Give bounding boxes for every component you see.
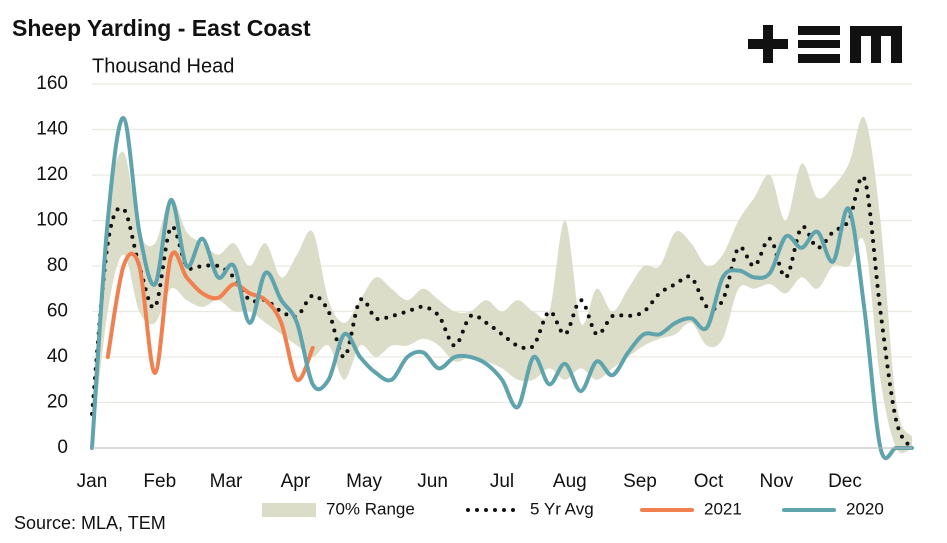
x-tick-label: Nov xyxy=(759,471,793,492)
legend-label: 2020 xyxy=(846,499,884,518)
legend-label: 70% Range xyxy=(326,499,415,518)
chart-title: Sheep Yarding - East Coast xyxy=(12,15,311,41)
x-tick-label: Dec xyxy=(828,471,862,492)
y-tick-label: 0 xyxy=(57,437,68,458)
x-tick-label: Oct xyxy=(694,471,724,492)
chart-subtitle: Thousand Head xyxy=(92,55,234,77)
y-tick-label: 20 xyxy=(47,392,68,413)
y-tick-label: 60 xyxy=(47,301,68,322)
x-tick-label: Mar xyxy=(210,471,243,492)
x-tick-label: Aug xyxy=(553,471,587,492)
range-band xyxy=(92,116,912,454)
y-tick-label: 160 xyxy=(36,73,68,94)
y-tick-label: 40 xyxy=(47,346,68,367)
y-tick-label: 140 xyxy=(36,119,68,140)
logo xyxy=(748,25,902,63)
x-tick-label: Feb xyxy=(143,471,176,492)
y-tick-label: 80 xyxy=(47,255,68,276)
legend-label: 2021 xyxy=(704,499,742,518)
x-tick-label: Jan xyxy=(77,471,108,492)
series-line xyxy=(105,250,315,382)
x-tick-label: Apr xyxy=(281,471,311,492)
x-tick-label: Jun xyxy=(417,471,448,492)
legend-label: 5 Yr Avg xyxy=(530,499,594,518)
x-tick-label: May xyxy=(346,471,382,492)
series-line xyxy=(90,174,914,450)
x-tick-label: Jul xyxy=(490,471,514,492)
series-line xyxy=(90,116,914,460)
x-tick-label: Sep xyxy=(623,471,657,492)
legend-swatch xyxy=(262,503,316,517)
y-tick-label: 120 xyxy=(36,164,68,185)
source-note: Source: MLA, TEM xyxy=(14,513,166,533)
y-tick-label: 100 xyxy=(36,210,68,231)
